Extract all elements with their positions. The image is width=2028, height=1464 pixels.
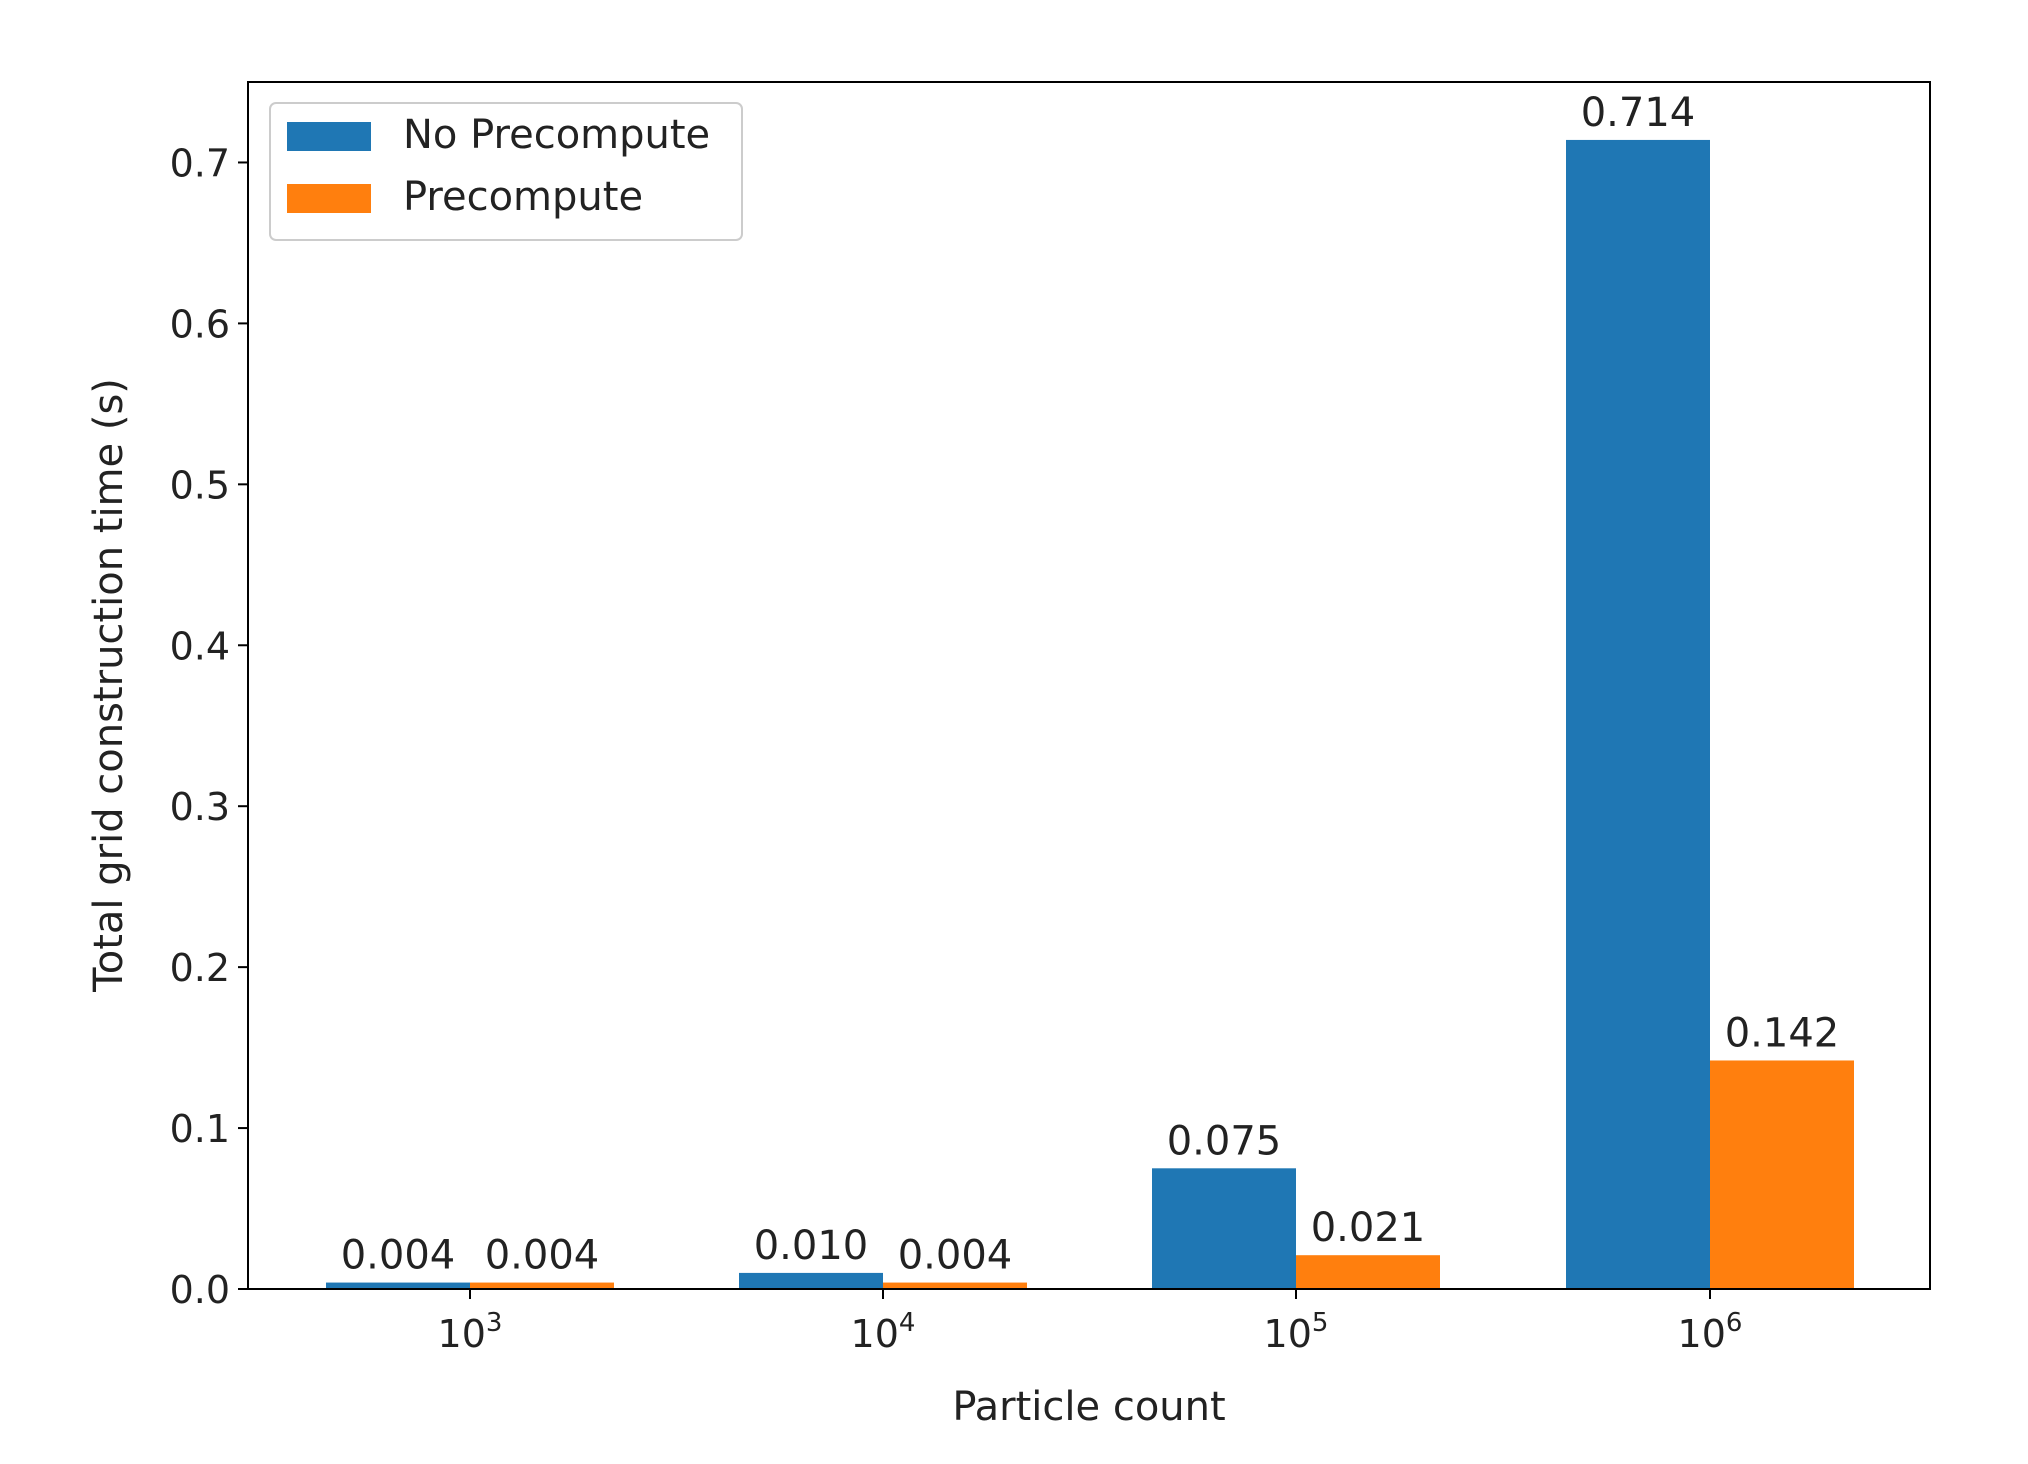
y-tick-label: 0.2 [170,946,230,990]
bar-no-precompute-1 [739,1272,883,1289]
x-tick-label: 104 [851,1308,916,1356]
bar-labels-group: 0.004 0.010 0.075 0.714 0.004 0.004 0.021 0.142 [341,90,1840,1279]
x-tick-label: 106 [1678,1308,1743,1356]
bars-group [326,139,1854,1289]
y-tick-label: 0.4 [170,624,230,668]
y-tick-label: 0.7 [170,141,230,185]
x-axis: 103 104 105 106 [438,1289,1743,1356]
y-axis: 0.0 0.1 0.2 0.3 0.4 0.5 0.6 0.7 [170,141,248,1312]
legend: No Precompute Precompute [269,102,743,241]
bar-value-label: 0.714 [1581,90,1696,136]
bar-value-label: 0.075 [1167,1118,1282,1164]
bar-no-precompute-0 [326,1282,470,1289]
legend-box [269,102,743,241]
bar-no-precompute-2 [1152,1168,1296,1289]
y-tick-label: 0.5 [170,463,230,507]
legend-label-precompute: Precompute [403,174,643,220]
y-tick-label: 0.3 [170,785,230,829]
y-tick-label: 0.0 [170,1268,230,1312]
legend-swatch-no-precompute [287,122,371,151]
bar-value-label: 0.142 [1725,1010,1840,1056]
y-tick-label: 0.6 [170,302,230,346]
x-axis-label: Particle count [952,1384,1225,1430]
bar-precompute-1 [883,1282,1027,1289]
bar-precompute-0 [470,1282,614,1289]
bar-value-label: 0.010 [754,1223,869,1269]
x-tick-label: 103 [438,1308,503,1356]
bar-precompute-3 [1710,1060,1854,1289]
legend-swatch-precompute [287,184,371,213]
x-tick-label: 105 [1264,1308,1329,1356]
bar-value-label: 0.004 [341,1233,456,1279]
bar-value-label: 0.004 [898,1233,1013,1279]
y-axis-label: Total grid construction time (s) [86,378,132,993]
bar-precompute-2 [1296,1255,1440,1289]
y-tick-label: 0.1 [170,1107,230,1151]
legend-label-no-precompute: No Precompute [403,112,710,158]
bar-no-precompute-3 [1566,139,1710,1289]
bar-value-label: 0.004 [485,1233,600,1279]
plot-frame [247,81,1931,1290]
bar-value-label: 0.021 [1311,1205,1426,1251]
